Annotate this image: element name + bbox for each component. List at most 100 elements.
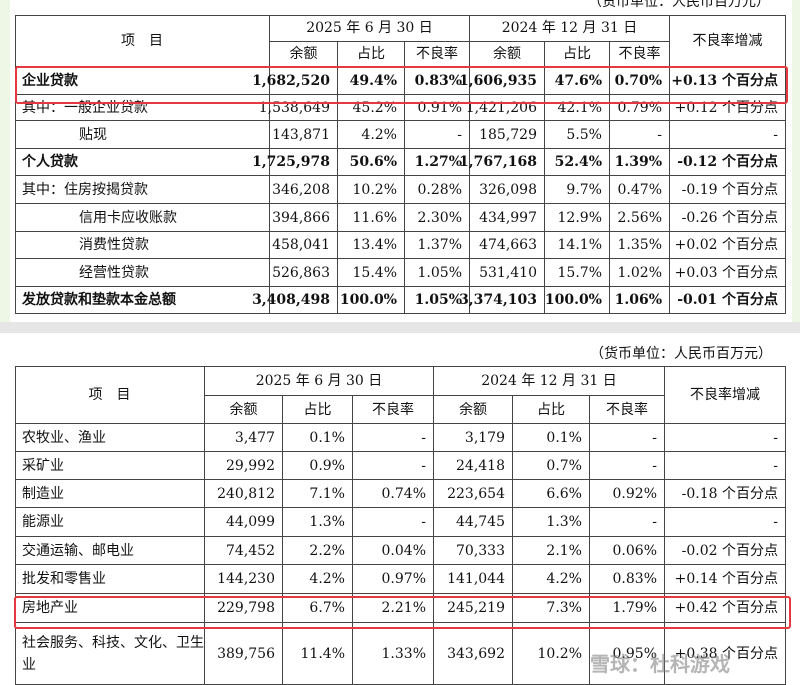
data-cell: 144,230 [205, 565, 283, 594]
row-label: 制造业 [15, 480, 205, 508]
row-label: 农牧业、渔业 [15, 424, 205, 452]
data-cell: 434,997 [470, 204, 545, 232]
data-cell: 100.0% [338, 287, 405, 314]
data-cell: 1.37% [405, 232, 470, 259]
table-frame [15, 366, 786, 685]
data-cell: - [353, 508, 434, 537]
unit-note: （货币单位：人民币百万元） [590, 346, 772, 362]
data-cell: 74,452 [205, 537, 283, 565]
header-cell: 不良率增减 [670, 15, 786, 67]
table-frame [15, 15, 786, 314]
data-cell: - [670, 121, 786, 149]
data-cell: 6.7% [283, 594, 353, 623]
data-cell: 7.1% [283, 480, 353, 508]
data-cell: 185,729 [470, 121, 545, 149]
data-cell: 49.4% [338, 67, 405, 95]
data-cell: 5.5% [545, 121, 610, 149]
header-cell: 2024 年 12 月 31 日 [434, 366, 665, 396]
data-cell: 0.97% [353, 565, 434, 594]
data-cell: 1.39% [610, 149, 670, 176]
data-cell: 0.04% [353, 537, 434, 565]
data-cell: 1.27% [405, 149, 470, 176]
header-cell: 余额 [205, 396, 283, 424]
row-label: 能源业 [15, 508, 205, 537]
row-label: 企业贷款 [15, 67, 270, 95]
bottom-panel: （货币单位：人民币百万元） 项 目 2025 年 6 月 30 日 2024 年 1… [0, 333, 800, 685]
data-cell: 240,812 [205, 480, 283, 508]
data-cell: 2.56% [610, 204, 670, 232]
data-cell: - [665, 508, 786, 537]
data-cell: - [665, 452, 786, 480]
data-cell: 1.06% [610, 287, 670, 314]
data-cell: - [590, 452, 665, 480]
data-cell: 1.05% [405, 287, 470, 314]
header-cell: 不良率 [590, 396, 665, 424]
data-cell: - [590, 424, 665, 452]
data-cell: 13.4% [338, 232, 405, 259]
data-cell: 6.6% [513, 480, 590, 508]
data-cell: 11.6% [338, 204, 405, 232]
row-label: 经营性贷款 [15, 259, 270, 287]
data-cell: 223,654 [434, 480, 513, 508]
data-cell: 4.2% [338, 121, 405, 149]
data-cell: 0.06% [590, 537, 665, 565]
header-cell: 项 目 [15, 366, 205, 424]
row-label: 采矿业 [15, 452, 205, 480]
data-cell: 52.4% [545, 149, 610, 176]
data-cell: -0.18 个百分点 [665, 480, 786, 508]
data-cell: 2.1% [513, 537, 590, 565]
data-cell: 394,866 [270, 204, 338, 232]
highlight-box [15, 66, 788, 104]
header-cell: 2024 年 12 月 31 日 [470, 15, 670, 42]
header-cell: 不良率增减 [665, 366, 786, 424]
header-cell: 余额 [434, 396, 513, 424]
data-cell: 100.0% [545, 287, 610, 314]
data-cell: - [353, 424, 434, 452]
data-cell: 229,798 [205, 594, 283, 623]
data-cell: 0.1% [283, 424, 353, 452]
data-cell: 10.2% [338, 176, 405, 204]
data-cell: 11.4% [283, 623, 353, 685]
header-cell: 2025 年 6 月 30 日 [270, 15, 470, 42]
data-cell: 141,044 [434, 565, 513, 594]
data-cell: 1,767,168 [459, 149, 545, 176]
data-cell: 346,208 [270, 176, 338, 204]
data-cell: 47.6% [545, 67, 610, 95]
header-cell: 余额 [270, 42, 338, 67]
data-cell: 0.74% [353, 480, 434, 508]
data-cell: 526,863 [270, 259, 338, 287]
data-cell: 1.35% [610, 232, 670, 259]
data-cell: - [610, 121, 670, 149]
data-cell: - [665, 424, 786, 452]
data-cell: - [353, 452, 434, 480]
data-cell: 2.21% [353, 594, 434, 623]
row-label: 房地产业 [15, 594, 205, 623]
data-cell: 1,606,935 [459, 67, 545, 95]
data-cell: 29,992 [205, 452, 283, 480]
data-cell: 1,682,520 [252, 67, 338, 95]
row-label: 交通运输、邮电业 [15, 537, 205, 565]
header-cell: 2025 年 6 月 30 日 [205, 366, 434, 396]
data-cell: 245,219 [434, 594, 513, 623]
data-cell: 70,333 [434, 537, 513, 565]
row-label: 发放贷款和垫款本金总额 [15, 287, 270, 314]
data-cell: 14.1% [545, 232, 610, 259]
data-cell: 0.9% [283, 452, 353, 480]
data-cell: 7.3% [513, 594, 590, 623]
row-label: 批发和零售业 [15, 565, 205, 594]
data-cell: 0.70% [610, 67, 670, 95]
data-cell: -0.26 个百分点 [670, 204, 786, 232]
row-label: 社会服务、科技、文化、卫生业 [15, 623, 205, 685]
data-cell: 3,408,498 [252, 287, 338, 314]
row-label: 个人贷款 [15, 149, 270, 176]
data-cell: +0.03 个百分点 [670, 259, 786, 287]
data-cell: 44,099 [205, 508, 283, 537]
row-label: 其中：住房按揭贷款 [15, 176, 270, 204]
data-cell: 1.02% [610, 259, 670, 287]
data-cell: +0.14 个百分点 [665, 565, 786, 594]
data-cell: 4.2% [513, 565, 590, 594]
data-cell: 343,692 [434, 623, 513, 685]
header-cell: 余额 [470, 42, 545, 67]
data-cell: 2.2% [283, 537, 353, 565]
data-cell: 44,745 [434, 508, 513, 537]
